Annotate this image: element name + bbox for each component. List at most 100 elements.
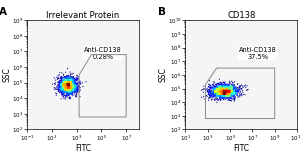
Point	[227, 90, 232, 93]
Point	[224, 90, 228, 93]
Point	[232, 91, 237, 94]
Point	[67, 85, 72, 88]
Point	[216, 92, 221, 95]
Point	[64, 83, 69, 85]
Point	[68, 79, 73, 82]
Point	[236, 88, 241, 91]
Point	[218, 92, 223, 95]
Point	[70, 83, 74, 85]
Point	[222, 91, 226, 93]
Point	[225, 92, 230, 94]
Point	[67, 85, 72, 88]
Point	[70, 90, 74, 93]
Point	[67, 83, 72, 86]
Point	[220, 87, 224, 89]
Point	[63, 91, 68, 93]
Point	[221, 90, 226, 92]
Point	[62, 84, 67, 86]
Point	[62, 87, 67, 89]
Point	[223, 92, 228, 94]
Point	[226, 95, 231, 98]
Point	[60, 87, 64, 90]
Point	[218, 97, 222, 99]
Point	[66, 83, 70, 85]
Point	[60, 92, 65, 95]
Point	[64, 81, 68, 83]
Point	[63, 83, 68, 85]
Point	[219, 90, 224, 93]
Point	[224, 85, 229, 87]
Point	[69, 83, 74, 85]
Point	[63, 89, 68, 91]
Point	[221, 84, 226, 86]
Point	[224, 92, 229, 95]
Point	[219, 93, 224, 95]
Point	[66, 84, 70, 86]
Point	[225, 94, 230, 96]
Point	[65, 87, 70, 89]
Point	[68, 84, 73, 86]
Point	[63, 79, 68, 82]
Point	[66, 85, 70, 88]
Point	[62, 83, 67, 86]
Point	[66, 89, 71, 92]
Point	[216, 88, 221, 90]
Point	[60, 93, 64, 96]
Point	[216, 89, 220, 92]
Point	[222, 88, 227, 91]
Point	[69, 78, 74, 81]
Point	[221, 98, 226, 101]
Point	[227, 93, 232, 95]
Point	[217, 94, 222, 97]
Point	[215, 88, 220, 90]
Point	[211, 95, 216, 98]
Point	[211, 89, 216, 91]
Point	[226, 92, 231, 95]
Point	[64, 77, 68, 79]
Point	[221, 81, 226, 83]
Point	[68, 73, 73, 76]
Point	[62, 90, 67, 92]
Point	[227, 92, 232, 94]
Point	[70, 87, 75, 90]
Point	[68, 86, 73, 89]
Point	[230, 83, 235, 85]
Point	[224, 89, 229, 91]
Point	[69, 93, 74, 96]
Point	[226, 92, 230, 95]
Point	[226, 95, 231, 98]
Point	[58, 89, 63, 92]
Point	[218, 87, 222, 90]
Point	[66, 83, 70, 85]
Point	[221, 97, 226, 100]
Point	[67, 85, 72, 87]
Point	[218, 88, 223, 90]
Point	[70, 86, 75, 88]
Point	[219, 94, 224, 96]
Point	[224, 97, 229, 99]
Point	[73, 84, 77, 87]
Point	[234, 90, 239, 92]
Point	[228, 87, 233, 89]
Point	[216, 93, 221, 95]
Point	[71, 90, 76, 92]
Point	[215, 92, 220, 94]
Point	[219, 90, 224, 93]
Point	[63, 83, 68, 85]
Point	[227, 90, 232, 92]
Point	[62, 80, 67, 83]
Point	[61, 73, 66, 76]
Point	[70, 89, 75, 92]
Point	[202, 98, 207, 100]
Point	[67, 78, 72, 80]
Point	[229, 93, 233, 95]
Point	[61, 81, 66, 83]
Point	[66, 86, 71, 88]
Point	[71, 82, 76, 84]
Point	[217, 87, 222, 89]
Point	[223, 95, 227, 98]
Point	[64, 83, 69, 85]
Point	[64, 83, 69, 85]
Point	[68, 88, 73, 90]
Point	[218, 89, 223, 91]
